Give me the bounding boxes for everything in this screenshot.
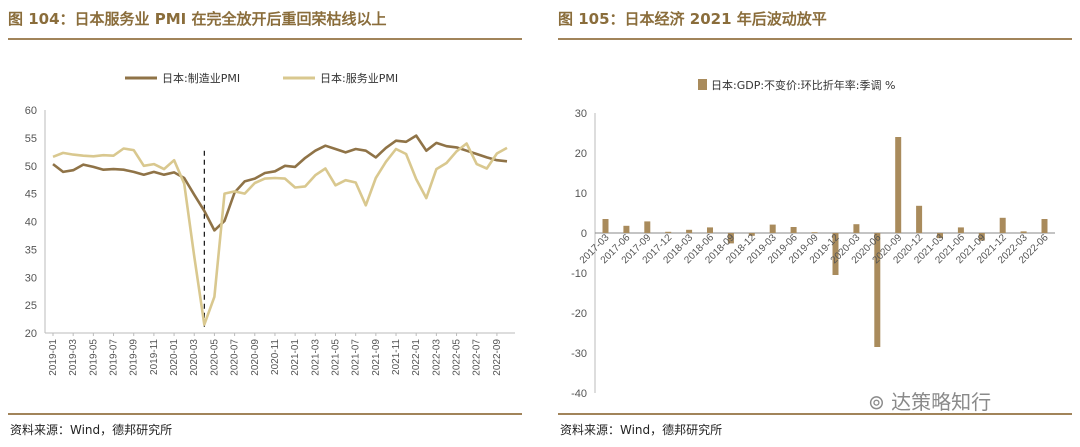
left-x-tick-label: 2021-05 (330, 339, 341, 376)
right-source-note: 资料来源：Wind，德邦研究所 (560, 423, 723, 437)
left-source-note: 资料来源：Wind，德邦研究所 (10, 423, 173, 437)
pmi-line-chart: 20 25 30 35 40 45 50 55 60 2019-01 2019-03 2019-05 2… (25, 71, 515, 376)
wechat-watermark: ⊚ 达策略知行 (868, 386, 991, 415)
services-pmi-line (52, 142, 508, 326)
left-panel: 图 104：日本服务业 PMI 在完全放开后重回荣枯线以上 20 25 30 35 40… (0, 0, 530, 447)
left-x-tick-label: 2019-11 (149, 339, 160, 375)
left-y-tick-label: 40 (25, 217, 37, 229)
gdp-bar (686, 229, 693, 233)
watermark-text: 达策略知行 (891, 390, 992, 414)
left-x-tick-label: 2022-01 (411, 339, 422, 376)
left-x-tick-label: 2020-05 (209, 339, 220, 376)
left-x-tick-label: 2022-05 (452, 339, 463, 376)
gdp-bar (916, 205, 923, 233)
right-y-tick-label: 20 (575, 148, 587, 160)
left-y-tick-label: 35 (25, 244, 37, 256)
left-x-tick-label: 2020-09 (250, 339, 261, 376)
right-y-tick-label: 30 (575, 108, 587, 120)
right-y-tick-label: -10 (571, 268, 587, 280)
left-x-tick-label: 2019-01 (48, 339, 59, 376)
left-x-tick-label: 2021-01 (290, 339, 301, 376)
gdp-bar (790, 227, 797, 233)
left-y-tick-label: 25 (25, 300, 37, 312)
gdp-bar (707, 227, 713, 233)
legend-services-label: 日本:服务业PMI (320, 71, 398, 85)
gdp-bar (727, 233, 734, 244)
legend-gdp-swatch (698, 79, 707, 90)
right-source-rule (558, 413, 1072, 415)
left-y-tick-label: 30 (25, 272, 37, 284)
right-panel: 图 105：日本经济 2021 年后波动放平 30 20 10 0 -10 -20 -30 -… (550, 0, 1080, 447)
gdp-bar (623, 225, 630, 233)
wechat-icon: ⊚ (868, 390, 885, 414)
gdp-bar (957, 227, 964, 233)
legend-manufacturing-label: 日本:制造业PMI (162, 71, 240, 85)
left-y-tick-label: 45 (25, 189, 37, 201)
gdp-bar (999, 217, 1006, 233)
right-y-tick-label: -40 (571, 388, 587, 400)
right-y-tick-label: -20 (571, 308, 587, 320)
gdp-bar (1020, 231, 1027, 233)
left-x-tick-label: 2020-11 (270, 339, 281, 375)
left-x-tick-label: 2021-07 (351, 339, 362, 376)
left-x-tick-label: 2020-07 (230, 339, 241, 376)
left-title-rule (8, 38, 522, 40)
gdp-bar (832, 233, 839, 275)
gdp-bar (811, 232, 818, 233)
gdp-bar-chart: 3020100-10-20-30-402017-032017-062017-09… (571, 78, 1055, 400)
left-y-tick-label: 60 (25, 105, 37, 117)
gdp-bar (644, 221, 651, 233)
gdp-bar (665, 231, 672, 233)
left-x-tick-label: 2022-07 (472, 339, 483, 376)
gdp-bar (853, 224, 860, 233)
right-y-tick-label: -30 (571, 348, 587, 360)
left-x-tick-label: 2019-05 (88, 339, 99, 376)
right-y-tick-label: 10 (575, 188, 587, 200)
left-x-tick-label: 2019-03 (68, 339, 79, 376)
gdp-bar (769, 224, 776, 233)
gdp-bar (602, 219, 609, 233)
left-chart-title: 图 104：日本服务业 PMI 在完全放开后重回荣枯线以上 (8, 10, 387, 28)
right-chart-title: 图 105：日本经济 2021 年后波动放平 (558, 10, 827, 28)
left-x-tick-label: 2021-11 (391, 339, 402, 375)
left-source-rule (8, 413, 522, 415)
right-title-rule (558, 38, 1072, 40)
left-x-tick-label: 2020-01 (169, 339, 180, 376)
legend-gdp-label: 日本:GDP:不变价:环比折年率:季调 % (711, 78, 895, 92)
gdp-bar (895, 137, 902, 233)
gdp-bar (874, 233, 881, 347)
left-y-tick-label: 50 (25, 161, 37, 173)
left-x-tick-label: 2019-09 (129, 339, 140, 376)
left-x-tick-label: 2022-09 (492, 339, 503, 376)
left-x-tick-label: 2022-03 (431, 339, 442, 376)
gdp-bar (748, 233, 755, 236)
left-y-tick-label: 20 (25, 328, 37, 340)
left-y-tick-label: 55 (25, 133, 37, 145)
left-x-tick-label: 2019-07 (109, 339, 120, 376)
gdp-bar (978, 233, 985, 241)
manufacturing-pmi-line (52, 134, 508, 232)
left-x-tick-label: 2021-09 (371, 339, 382, 376)
gdp-bar (937, 233, 943, 239)
left-x-tick-label: 2020-03 (189, 339, 200, 376)
gdp-bar (1041, 219, 1048, 233)
left-x-tick-label: 2021-03 (310, 339, 321, 376)
right-y-tick-label: 0 (581, 228, 587, 240)
